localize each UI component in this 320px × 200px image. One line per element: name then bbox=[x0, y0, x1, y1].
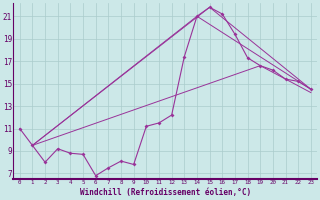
X-axis label: Windchill (Refroidissement éolien,°C): Windchill (Refroidissement éolien,°C) bbox=[80, 188, 251, 197]
